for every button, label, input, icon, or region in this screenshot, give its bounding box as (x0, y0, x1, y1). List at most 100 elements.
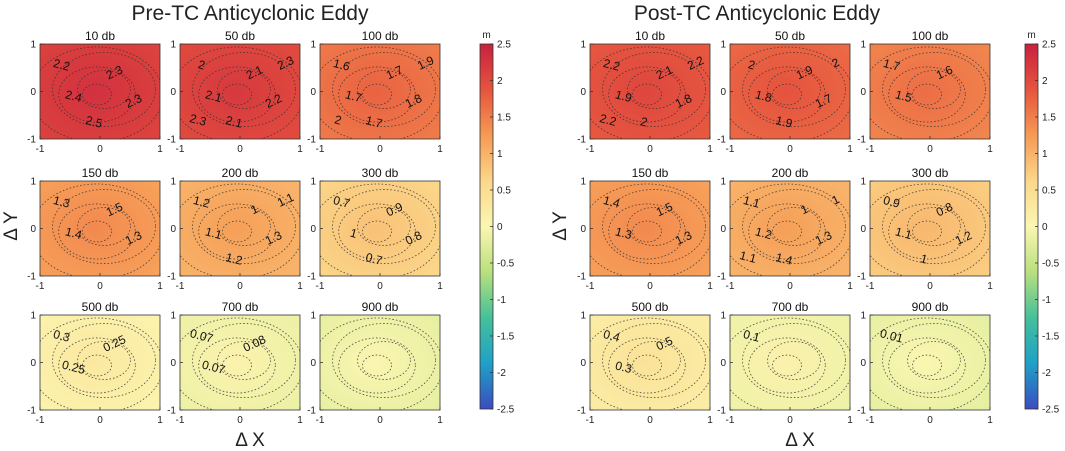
panel-title: 150 db (82, 166, 119, 180)
contour-label: 1.3 (813, 228, 834, 248)
x-tick-label: 1 (987, 281, 993, 292)
contour-label: 2.2 (52, 56, 72, 74)
contour (602, 189, 706, 264)
contour-lines (730, 183, 850, 276)
colorbar-tick-label: -1.5 (497, 332, 515, 343)
contour (58, 203, 136, 260)
contour-label: 2.2 (685, 53, 706, 73)
contour (198, 337, 276, 394)
contour (767, 207, 821, 246)
ylabel-post: Δ Y (550, 211, 571, 241)
y-tick-label: 1 (720, 177, 726, 188)
y-tick-label: -1 (717, 135, 726, 146)
contour (192, 189, 296, 264)
colorbar-tick-label: -2 (1042, 368, 1051, 379)
contour (882, 323, 986, 398)
contour-label: 1.1 (275, 190, 296, 210)
y-tick-label: -1 (577, 406, 586, 417)
contour-label: 0.7 (364, 250, 384, 268)
contour (632, 220, 662, 243)
contour-lines (590, 317, 710, 410)
y-tick-label: 0 (580, 358, 586, 369)
colorbar-unit: m (482, 30, 490, 41)
contour-label: 2.1 (244, 62, 265, 82)
colorbar-tick-label: -2.5 (1042, 405, 1060, 416)
x-tick-label: 0 (647, 281, 653, 292)
contour-label: 1.3 (673, 228, 694, 248)
x-tick-label: 0 (97, 144, 103, 155)
y-tick-label: 1 (580, 311, 586, 322)
contour-label: 1.1 (204, 224, 224, 242)
panel-post-10-db: 10 db 2.2 2.1 1.9 1.8 2 2.2 2.2 1 0 -1-1 0 1 (577, 29, 713, 155)
panel-field (180, 181, 300, 276)
contour-label: 1.9 (794, 62, 815, 82)
panel-field (730, 44, 850, 139)
x-tick-label: 0 (787, 144, 793, 155)
y-tick-label: 1 (170, 311, 176, 322)
colorbar-tick-label: 1 (497, 149, 503, 160)
contour (77, 70, 131, 109)
contour (742, 52, 846, 127)
contour (357, 70, 411, 109)
colorbar-tick-label: 0 (497, 222, 503, 233)
y-tick-label: -1 (717, 406, 726, 417)
contour-label: 1.9 (614, 87, 634, 105)
contour-label: 1.7 (813, 91, 834, 111)
x-tick-label: 1 (157, 281, 163, 292)
contour-label: 2 (747, 57, 757, 72)
colorbar-tick-label: -0.5 (1042, 259, 1060, 270)
y-tick-label: 0 (720, 358, 726, 369)
x-tick-label: 1 (297, 415, 303, 426)
panel-title: 150 db (632, 166, 669, 180)
panel-title: 900 db (362, 300, 399, 314)
contour (882, 52, 986, 127)
contour-label: 1 (349, 226, 359, 241)
x-tick-label: -1 (316, 281, 325, 292)
contour-label: 2.4 (64, 87, 84, 105)
x-tick-label: 0 (377, 281, 383, 292)
x-tick-label: 1 (157, 144, 163, 155)
y-tick-label: 0 (860, 358, 866, 369)
colorbar-tick-label: 0.5 (1042, 186, 1056, 197)
contour-label: 2.3 (104, 62, 125, 82)
x-tick-label: 0 (237, 144, 243, 155)
x-tick-label: 1 (297, 144, 303, 155)
contour-label: 0.07 (189, 326, 215, 346)
y-tick-label: 0 (310, 87, 316, 98)
contour-label: 2.5 (84, 113, 104, 131)
panel-field (40, 181, 160, 276)
y-tick-label: -1 (857, 272, 866, 283)
contour (627, 70, 681, 109)
panel-title: 700 db (222, 300, 259, 314)
contour-label: 1.4 (64, 224, 84, 242)
x-tick-label: 1 (437, 281, 443, 292)
panel-field (40, 315, 160, 410)
panel-post-100-db: 100 db 1.7 1.6 1.5 1 0 -1-1 0 1 (857, 29, 993, 155)
x-tick-label: 1 (157, 415, 163, 426)
contour (772, 220, 802, 243)
contour (332, 323, 436, 398)
contour (362, 354, 392, 377)
contour (888, 203, 966, 260)
contour (742, 189, 846, 264)
contour-label: 1.1 (738, 248, 758, 266)
x-tick-label: -1 (726, 415, 735, 426)
contour-label: 1.2 (224, 250, 244, 268)
panel-title: 900 db (912, 300, 949, 314)
x-tick-label: -1 (586, 415, 595, 426)
panel-title: 500 db (82, 300, 119, 314)
x-tick-label: -1 (726, 281, 735, 292)
contour-label: 1.5 (894, 87, 914, 105)
contour-lines (180, 183, 300, 276)
contour-lines (590, 183, 710, 276)
y-tick-label: 0 (170, 87, 176, 98)
x-tick-label: 1 (847, 281, 853, 292)
x-tick-label: -1 (586, 144, 595, 155)
contour-label: 0.07 (201, 357, 227, 377)
contour-label: 2.1 (224, 113, 244, 131)
x-tick-label: -1 (176, 415, 185, 426)
contour-lines (870, 183, 990, 276)
contour (767, 341, 821, 380)
